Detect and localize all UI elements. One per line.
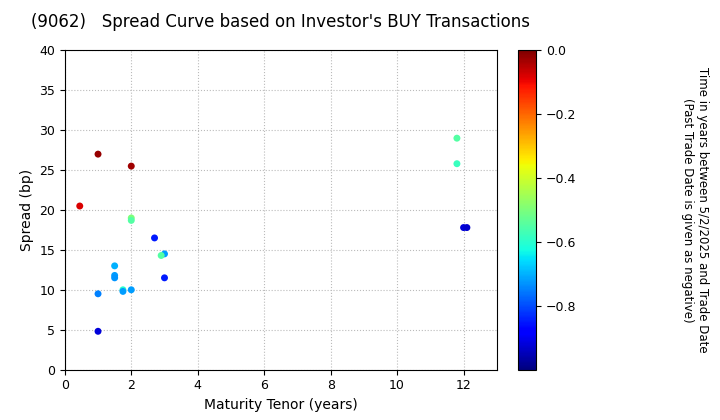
Text: (9062)   Spread Curve based on Investor's BUY Transactions: (9062) Spread Curve based on Investor's …	[31, 13, 531, 31]
Point	[117, 286, 129, 293]
Point	[109, 272, 120, 279]
Point	[125, 215, 137, 221]
Point	[92, 151, 104, 158]
Point	[109, 262, 120, 269]
Y-axis label: Spread (bp): Spread (bp)	[19, 169, 34, 251]
Point	[125, 163, 137, 169]
X-axis label: Maturity Tenor (years): Maturity Tenor (years)	[204, 398, 358, 412]
Point	[92, 291, 104, 297]
Point	[149, 234, 161, 241]
Y-axis label: Time in years between 5/2/2025 and Trade Date
(Past Trade Date is given as negat: Time in years between 5/2/2025 and Trade…	[680, 67, 708, 353]
Point	[451, 160, 463, 167]
Point	[109, 275, 120, 281]
Point	[451, 135, 463, 142]
Point	[458, 224, 469, 231]
Point	[125, 217, 137, 224]
Point	[74, 202, 86, 209]
Point	[92, 328, 104, 335]
Point	[125, 286, 137, 293]
Point	[461, 224, 472, 231]
Point	[117, 288, 129, 295]
Point	[156, 252, 167, 259]
Point	[158, 250, 170, 257]
Point	[158, 275, 170, 281]
